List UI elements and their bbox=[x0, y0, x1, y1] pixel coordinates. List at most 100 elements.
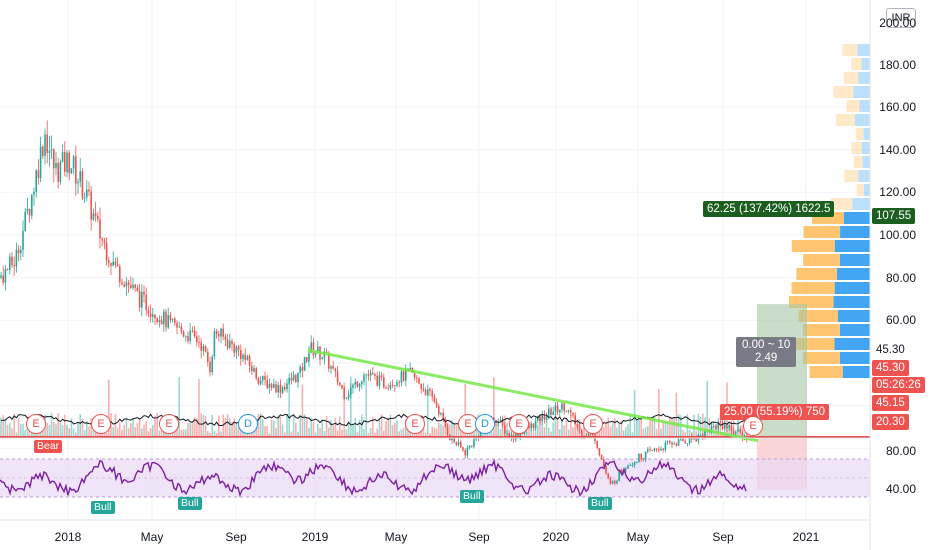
candle-body bbox=[565, 410, 568, 412]
candle-body bbox=[457, 441, 460, 445]
earnings-event-icon[interactable]: E bbox=[583, 414, 603, 434]
volume-bar bbox=[347, 422, 350, 437]
candle-body bbox=[156, 318, 158, 323]
candle-body bbox=[182, 331, 185, 337]
volume-bar bbox=[270, 419, 273, 437]
candle-body bbox=[735, 431, 737, 435]
target-profit-label[interactable]: 62.25 (137.42%) 1622.5 bbox=[703, 201, 835, 217]
volume-profile-bar bbox=[854, 114, 870, 126]
candle-body bbox=[290, 377, 293, 381]
volume-bar bbox=[532, 432, 535, 437]
candle-body bbox=[112, 261, 114, 266]
volume-bar bbox=[290, 431, 293, 437]
volume-bar bbox=[708, 418, 711, 437]
candle-body bbox=[383, 377, 385, 388]
candle-body bbox=[539, 416, 541, 422]
volume-bar bbox=[682, 430, 684, 437]
candle-body bbox=[548, 408, 550, 416]
low-price-tag: 20.30 bbox=[872, 414, 909, 430]
candle-body bbox=[592, 434, 594, 436]
bull-signal-label: Bull bbox=[91, 501, 115, 514]
volume-bar bbox=[9, 423, 11, 437]
candle-body bbox=[55, 162, 57, 169]
volume-bar bbox=[354, 417, 356, 437]
candle-body bbox=[9, 256, 11, 271]
volume-bar bbox=[468, 431, 471, 437]
candle-body bbox=[561, 403, 563, 410]
volume-bar bbox=[356, 431, 359, 437]
currency-button[interactable]: INR bbox=[886, 8, 916, 28]
volume-bar bbox=[545, 417, 548, 437]
candle-body bbox=[508, 432, 510, 439]
volume-bar bbox=[325, 415, 328, 437]
risk-reward-label[interactable]: 0.00 ~ 10 2.49 bbox=[736, 337, 797, 367]
candle-body bbox=[662, 448, 664, 450]
candle-body bbox=[455, 442, 458, 445]
candle-body bbox=[682, 438, 684, 442]
candle-body bbox=[343, 388, 345, 399]
earnings-event-icon[interactable]: E bbox=[405, 414, 425, 434]
earnings-event-icon[interactable]: E bbox=[91, 414, 111, 434]
candle-body bbox=[660, 448, 662, 451]
candle-body bbox=[321, 357, 323, 360]
volume-bar bbox=[141, 428, 143, 437]
candle-body bbox=[427, 389, 429, 396]
candle-body bbox=[726, 425, 728, 429]
candle-body bbox=[231, 340, 233, 345]
volume-profile-bar bbox=[858, 72, 870, 84]
volume-profile-bar bbox=[863, 184, 870, 196]
earnings-event-icon[interactable]: E bbox=[743, 416, 763, 436]
stop-loss-label[interactable]: 25.00 (55.19%) 750 bbox=[720, 404, 830, 420]
candle-body bbox=[20, 249, 22, 254]
candle-body bbox=[495, 419, 497, 422]
dividend-event-icon[interactable]: D bbox=[475, 414, 495, 434]
candle-body bbox=[519, 432, 521, 437]
candle-body bbox=[420, 383, 422, 389]
candle-body bbox=[134, 284, 136, 288]
candle-body bbox=[717, 422, 719, 429]
rsi-axis-label: 40.00 bbox=[885, 482, 916, 496]
volume-profile-bar bbox=[840, 226, 870, 238]
candle-body bbox=[24, 211, 26, 231]
volume-bar bbox=[455, 425, 458, 437]
candle-body bbox=[631, 465, 634, 466]
volume-bar bbox=[376, 428, 378, 437]
volume-bar bbox=[369, 428, 372, 437]
earnings-event-icon[interactable]: E bbox=[159, 414, 179, 434]
volume-profile-bar bbox=[851, 58, 862, 70]
volume-bar bbox=[605, 422, 607, 437]
candle-body bbox=[603, 459, 605, 467]
candle-body bbox=[380, 375, 383, 378]
candle-body bbox=[363, 374, 365, 382]
volume-bar bbox=[264, 426, 266, 437]
candle-body bbox=[741, 432, 744, 439]
candle-body bbox=[246, 356, 249, 360]
candle-body bbox=[191, 330, 194, 332]
volume-bar bbox=[257, 413, 260, 437]
volume-bar bbox=[704, 417, 706, 437]
volume-bar bbox=[204, 416, 207, 437]
volume-bar bbox=[372, 416, 374, 437]
volume-bar bbox=[57, 413, 59, 437]
volume-bar bbox=[178, 377, 180, 437]
volume-profile-bar bbox=[853, 86, 870, 98]
volume-bar bbox=[158, 430, 161, 437]
risk-reward-ratio: 2.49 bbox=[754, 352, 778, 364]
candle-body bbox=[473, 439, 475, 447]
earnings-event-icon[interactable]: E bbox=[26, 414, 46, 434]
earnings-event-icon[interactable]: E bbox=[509, 414, 529, 434]
candle-body bbox=[444, 418, 447, 427]
risk-reward-range: 0.00 ~ 10 bbox=[742, 339, 791, 351]
candle-body bbox=[570, 410, 572, 413]
candle-body bbox=[589, 433, 592, 435]
candle-body bbox=[101, 238, 103, 241]
dividend-event-icon[interactable]: D bbox=[238, 414, 258, 434]
volume-bar bbox=[552, 422, 554, 437]
volume-bar bbox=[125, 419, 128, 437]
candle-body bbox=[37, 170, 40, 179]
volume-bar bbox=[741, 425, 744, 437]
volume-bar bbox=[664, 422, 667, 437]
candle-body bbox=[251, 365, 253, 372]
volume-bar bbox=[187, 422, 189, 437]
